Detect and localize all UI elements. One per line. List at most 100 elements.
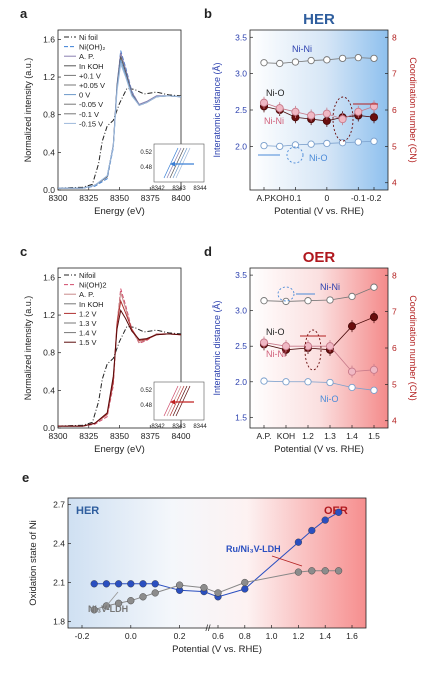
legend-entry: 1.4 V — [79, 329, 97, 338]
data-point — [276, 59, 284, 68]
legend-entry: A. P. — [79, 290, 94, 299]
y2-tick-label: 7 — [392, 69, 397, 79]
data-point — [260, 141, 268, 150]
legend-entry: Nifoil — [79, 271, 96, 280]
legend-entry: +0.05 V — [79, 81, 105, 90]
y-tick-label: 1.8 — [53, 617, 65, 627]
data-point — [369, 113, 379, 122]
data-point — [102, 602, 111, 610]
inset-arrow-head — [170, 161, 175, 167]
data-point — [260, 297, 268, 305]
data-point — [307, 56, 315, 65]
data-point — [307, 140, 315, 148]
annotation: Ni-O — [266, 327, 285, 337]
data-point — [214, 589, 222, 597]
data-point — [291, 107, 300, 116]
x-tick-label: A.P. — [257, 431, 272, 441]
y-axis-label: Interatomic distance (Å) — [212, 300, 222, 395]
data-point — [307, 111, 316, 120]
inset-curve — [163, 147, 179, 179]
y-tick-label: 0.8 — [43, 348, 55, 358]
x-tick-label: 8375 — [141, 431, 160, 441]
highlight-ellipse — [332, 96, 354, 142]
legend-entry: 1.2 V — [79, 309, 97, 318]
inset-x-tick-label: 8342 — [151, 186, 165, 192]
y-tick-label: 1.2 — [43, 310, 55, 320]
legend-entry: 1.3 V — [79, 319, 97, 328]
series-line — [58, 288, 181, 427]
y-tick-label: 1.2 — [43, 72, 55, 82]
x-tick-label: 1.2 — [302, 431, 314, 441]
x-tick-label: 1.5 — [368, 431, 380, 441]
legend-entry: In KOH — [79, 62, 104, 71]
y-tick-label: 0.8 — [43, 110, 55, 120]
data-point — [114, 580, 123, 588]
data-point — [282, 378, 290, 386]
data-point — [260, 377, 268, 385]
inset-arrow-head — [170, 399, 175, 405]
x-tick-label: KOH — [271, 193, 289, 203]
y-tick-label: 0.4 — [43, 385, 55, 395]
y-tick-label: 1.6 — [43, 34, 55, 44]
y-tick-label: 2.5 — [235, 341, 247, 351]
data-point — [114, 599, 123, 607]
data-point — [335, 508, 343, 516]
xanes-panel-a: a 8300 8325 8350 8375 8400 0.0 0.4 0.8 1.2 1.6 Ener… — [20, 6, 207, 217]
y-tick-label: 3.0 — [235, 69, 247, 79]
y-tick-label: 2.5 — [235, 105, 247, 115]
inset-frame — [153, 143, 205, 183]
panel-title: OER — [303, 249, 336, 266]
data-point — [323, 56, 331, 64]
annotation: Ni-O — [266, 88, 285, 98]
inset-curve — [169, 147, 185, 179]
data-point — [259, 98, 269, 107]
data-point — [321, 567, 329, 575]
plot-background — [249, 29, 389, 191]
data-point — [369, 102, 379, 111]
legend-entry: +0.1 V — [79, 71, 101, 80]
legend-entry: -0.05 V — [79, 100, 103, 109]
data-point — [308, 526, 316, 535]
series-line — [263, 286, 375, 302]
data-point — [326, 296, 334, 304]
inset-curve — [175, 147, 191, 179]
y2-tick-label: 4 — [392, 178, 397, 188]
exafs-panel-d: d OER 1.5 2.0 2.5 3.0 3.5 4 5 6 7 8 A.P. KOH 1.2 1.3 1.4… — [204, 244, 418, 455]
x-tick-label: A.P. — [257, 193, 272, 203]
x-axis-label: Potential (V vs. RHE) — [274, 206, 364, 217]
x-tick-label: -0.1 — [351, 193, 366, 203]
data-point — [322, 109, 331, 118]
inset-y-tick-label: 0.48 — [140, 403, 152, 409]
inset-x-tick-label: 8343 — [172, 186, 186, 192]
inset-curve — [163, 385, 179, 417]
y2-axis-label: Coordination number (CN) — [408, 57, 418, 163]
inset-y-tick-label: 0.48 — [140, 165, 152, 171]
y2-axis-label: Coordination number (CN) — [408, 295, 418, 401]
x-tick-label: KOH — [277, 431, 295, 441]
x-tick-label: 8325 — [79, 431, 98, 441]
data-point — [127, 597, 135, 605]
y-tick-label: 1.6 — [43, 272, 55, 282]
data-point — [259, 338, 269, 347]
x-axis-label: Energy (eV) — [94, 206, 145, 217]
y-axis-label: Interatomic distance (Å) — [212, 62, 222, 157]
data-point — [308, 567, 316, 575]
axis-break-mark: // — [205, 623, 211, 633]
data-point — [176, 581, 184, 589]
x-tick-label: 0.1 — [290, 193, 302, 203]
plot-background — [249, 267, 389, 429]
y-tick-label: 2.0 — [235, 377, 247, 387]
y2-tick-label: 5 — [392, 141, 397, 151]
legend-entry: Ni(OH)₂ — [79, 43, 105, 52]
exafs-panel-b: b HER 2.0 2.5 3.0 3.5 4 5 6 7 8 A.P. KOH 0.1 0 -0.1 -0.2… — [204, 6, 418, 217]
x-tick-label: 8375 — [141, 193, 160, 203]
x-tick-label: 1.6 — [346, 631, 358, 641]
inset-x-tick-label: 8343 — [172, 424, 186, 430]
x-tick-label: 1.3 — [324, 431, 336, 441]
data-point — [102, 580, 111, 588]
data-point — [90, 580, 98, 588]
data-point — [241, 578, 249, 587]
data-point — [323, 139, 331, 148]
x-tick-label: 0.8 — [239, 631, 251, 641]
